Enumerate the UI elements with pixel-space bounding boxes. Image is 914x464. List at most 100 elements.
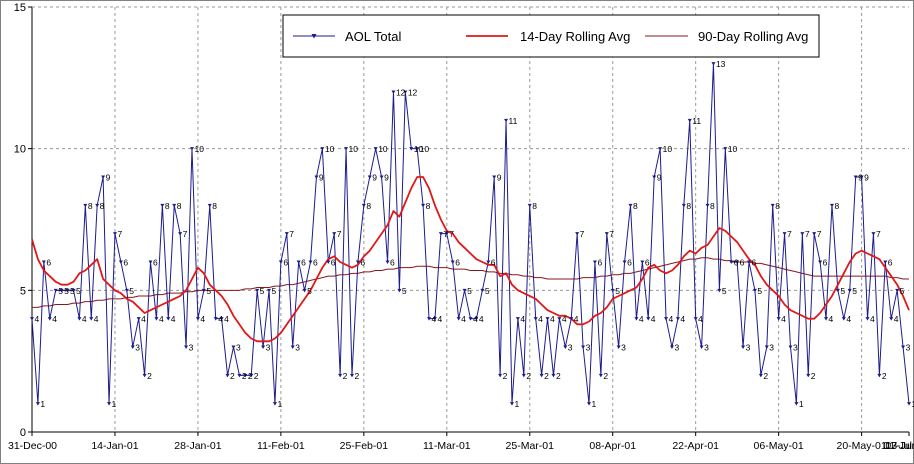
series-0-marker (610, 288, 615, 293)
point-label: 8 (710, 201, 715, 211)
series-0-marker (284, 232, 289, 236)
point-label: 2 (248, 371, 253, 381)
point-label: 4 (479, 314, 484, 324)
series-0-marker (515, 317, 520, 321)
point-label: 5 (307, 286, 312, 296)
point-label: 3 (621, 343, 626, 353)
series-0-marker (83, 203, 88, 208)
point-label: 4 (829, 314, 834, 324)
x-tick-label: 11-Mar-01 (423, 440, 471, 452)
point-label: 1 (112, 399, 117, 409)
series-0-marker (397, 288, 402, 293)
point-label: 3 (704, 343, 709, 353)
series-0-marker (124, 288, 129, 293)
point-label: 2 (147, 371, 152, 381)
point-label: 8 (532, 201, 537, 211)
point-label: 6 (390, 258, 395, 268)
y-tick-label: 10 (14, 144, 26, 156)
series-0-marker (640, 260, 645, 264)
series-0-marker (456, 317, 461, 321)
point-label: 4 (461, 314, 466, 324)
series-0-marker (320, 147, 325, 151)
point-label: 10 (663, 144, 673, 154)
series-0-marker (551, 373, 556, 378)
legend-label-0: AOL Total (345, 29, 401, 44)
plot-border (31, 6, 909, 433)
series-line-2 (32, 257, 909, 308)
series-0-marker (646, 317, 651, 321)
point-label: 8 (834, 201, 839, 211)
point-label: 6 (491, 258, 496, 268)
series-0-marker (314, 175, 319, 179)
point-label: 3 (906, 343, 911, 353)
series-0-marker (587, 402, 592, 406)
point-label: 9 (372, 173, 377, 183)
series-0-marker (290, 345, 295, 349)
series-0-marker (166, 317, 171, 321)
series-0-marker (184, 345, 189, 349)
point-label: 6 (301, 258, 306, 268)
series-0-marker (895, 288, 900, 293)
series-0-marker (752, 288, 757, 293)
series-0-marker (65, 288, 70, 293)
point-label: 1 (40, 399, 45, 409)
point-label: 4 (94, 314, 99, 324)
point-label: 9 (319, 173, 324, 183)
series-0-marker (859, 175, 864, 179)
series-layer (30, 62, 911, 406)
series-0-marker (634, 317, 639, 321)
point-label: 6 (283, 258, 288, 268)
point-label: 2 (254, 371, 259, 381)
series-0-marker (338, 373, 343, 378)
series-0-marker (557, 317, 562, 321)
series-0-marker (71, 288, 76, 293)
point-label: 3 (236, 343, 241, 353)
point-label: 10 (349, 144, 359, 154)
series-0-marker (741, 345, 746, 349)
y-tick-label: 0 (20, 427, 26, 439)
point-label: 4 (218, 314, 223, 324)
series-0-marker (201, 288, 206, 293)
point-label: 3 (295, 343, 300, 353)
point-label: 4 (669, 314, 674, 324)
point-label: 12 (408, 88, 418, 98)
point-label: 2 (603, 371, 608, 381)
point-label: 7 (117, 229, 122, 239)
x-tick-label: 31-Dec-00 (8, 440, 57, 452)
point-label: 3 (568, 343, 573, 353)
point-label: 4 (870, 314, 875, 324)
series-0-marker (261, 345, 266, 349)
point-label: 8 (212, 201, 217, 211)
series-0-marker (409, 147, 414, 151)
point-label: 3 (586, 343, 591, 353)
point-label: 7 (449, 229, 454, 239)
series-0-marker (148, 260, 153, 264)
point-label: 4 (224, 314, 229, 324)
x-tick-label: 01-Jul (883, 440, 912, 452)
legend-label-2: 90-Day Rolling Avg (698, 29, 808, 44)
point-label: 4 (82, 314, 87, 324)
series-0-marker (545, 317, 550, 321)
point-label: 9 (106, 173, 111, 183)
y-axis-ticks: 0 5 10 15 (14, 2, 32, 439)
point-label: 4 (639, 314, 644, 324)
point-label: 6 (313, 258, 318, 268)
series-0-marker (243, 373, 248, 378)
point-label: 11 (509, 116, 518, 126)
x-tick-label: 20-May-01 (836, 440, 886, 452)
point-label: 5 (260, 286, 265, 296)
series-0-marker (344, 147, 349, 151)
series-0-marker (711, 62, 716, 66)
series-0-marker (373, 147, 378, 151)
point-label: 6 (123, 258, 128, 268)
point-label: 4 (171, 314, 176, 324)
series-0-marker (581, 345, 586, 349)
point-label: 7 (805, 229, 810, 239)
point-label: 11 (692, 116, 701, 126)
point-label: 2 (503, 371, 508, 381)
series-0-marker (681, 203, 686, 208)
x-tick-label: 14-Jan-01 (91, 440, 138, 452)
series-0-marker (160, 203, 165, 208)
series-0-marker (207, 203, 212, 208)
